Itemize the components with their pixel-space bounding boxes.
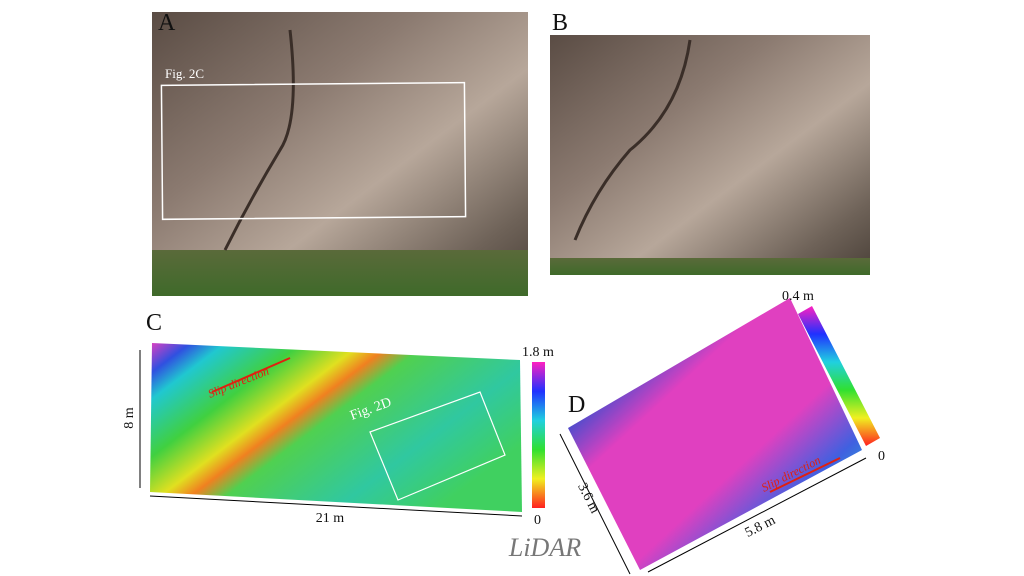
width-label: 21 m [316,511,345,526]
panel-label: D [568,392,585,418]
slip-arrow [211,357,291,393]
colorbar-max: 0.4 m [782,289,814,304]
slip-arrow [769,457,841,493]
width-arrow [149,495,523,517]
ground [550,258,870,275]
crack [573,39,692,241]
panel-label: C [146,310,162,336]
panel-a: A Fig. 2C [152,10,528,296]
photo-b [550,35,870,275]
panel-c: C 1.8 m 0 Slip direction Fig. 2D 8 m 21 … [122,310,554,528]
lidar-map [568,298,862,570]
ground [152,250,528,296]
colorbar-min: 0 [534,513,541,528]
width-arrow [647,457,867,573]
panel-label: B [552,10,568,36]
inset-box [369,391,506,501]
caption: LiDAR [508,533,581,562]
height-label: 8 m [122,407,137,429]
inset-box [160,81,467,221]
colorbar-max: 1.8 m [522,345,554,360]
height-arrow [559,433,631,575]
inset-label: Fig. 2C [165,66,204,81]
panel-b: B [550,10,870,275]
panel-d: D 0.4 m 0 Slip direction 3.6 m 5.8 m [559,289,885,575]
colorbar-min: 0 [878,449,885,464]
colorbar [798,306,880,446]
colorbar [532,362,545,508]
width-label: 5.8 m [743,513,778,541]
lidar-map [150,343,522,512]
panel-label: A [158,10,176,36]
